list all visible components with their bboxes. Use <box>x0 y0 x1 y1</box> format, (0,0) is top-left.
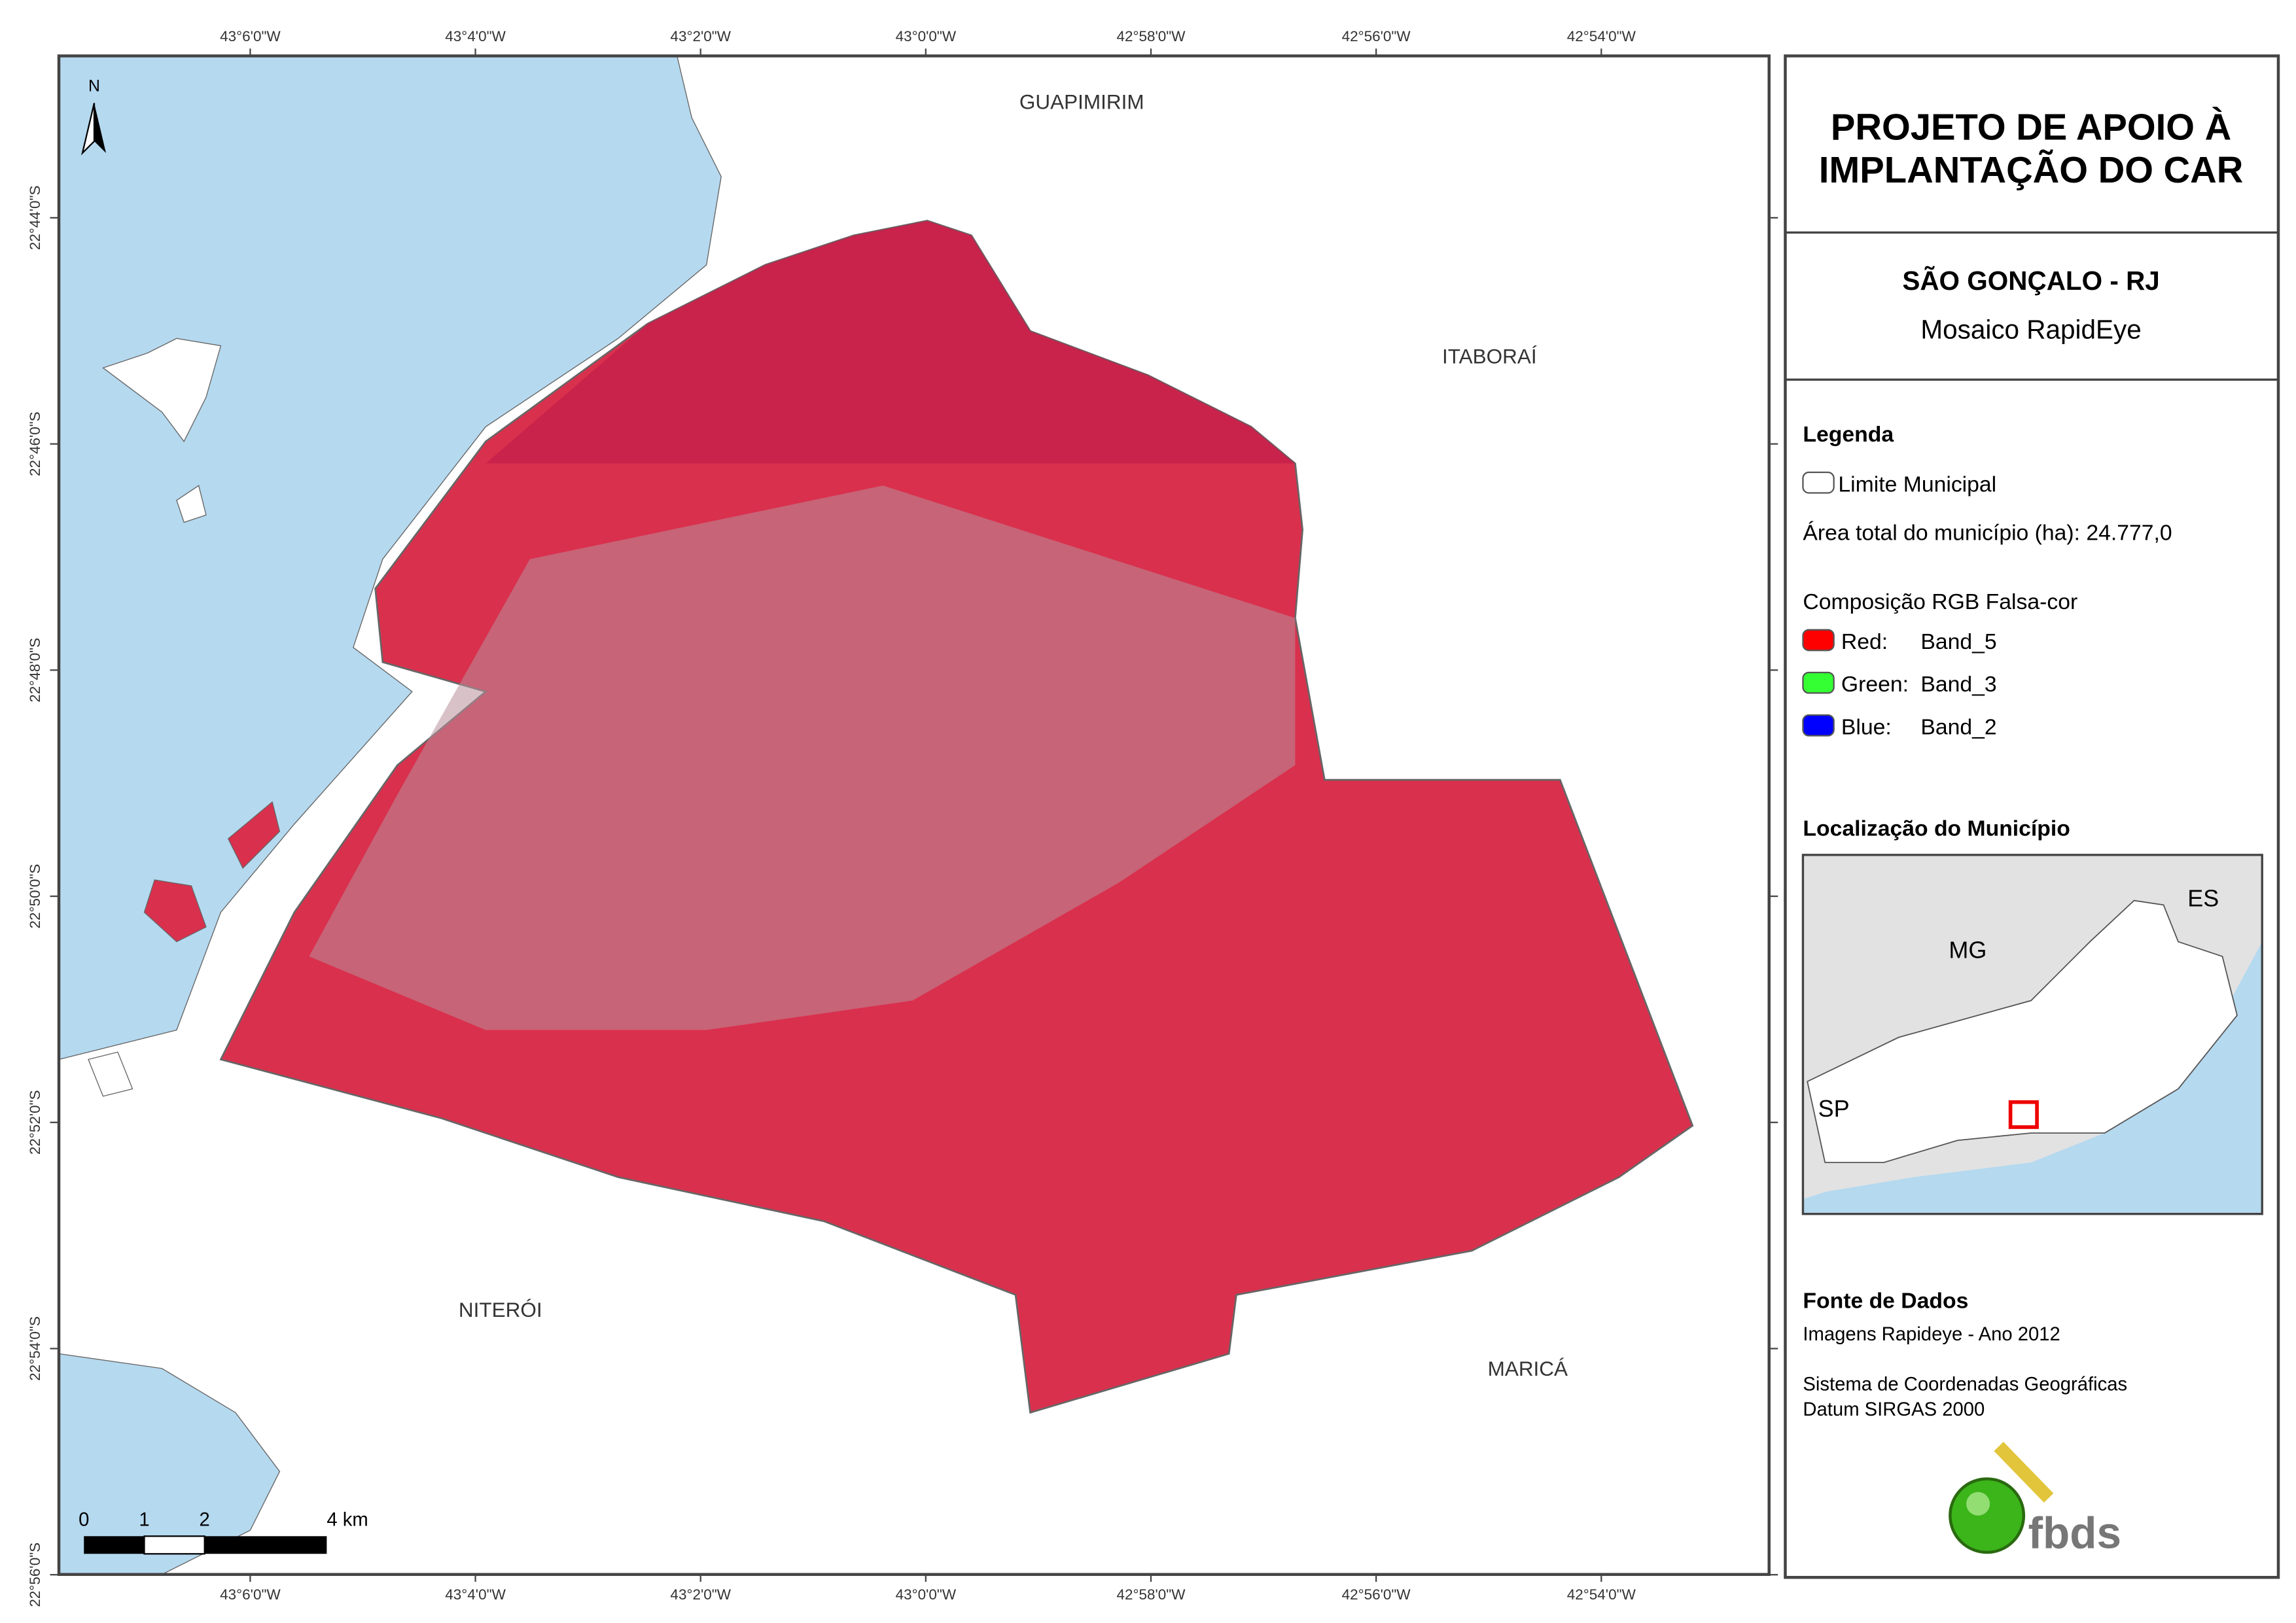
lat-tick-label: 22°44'0"S <box>27 186 43 251</box>
lon-tick-label: 43°0'0"W <box>896 28 957 44</box>
legend-title: Legenda <box>1803 422 1894 447</box>
lon-tick-label: 43°6'0"W <box>220 1586 281 1603</box>
lat-tick-label: 22°52'0"S <box>27 1090 43 1155</box>
title: PROJETO DE APOIO À <box>1831 107 2231 148</box>
logo-circle <box>1949 1477 2026 1554</box>
legend-item: Green: <box>1841 672 1909 697</box>
frame-border <box>57 54 1771 1577</box>
scale-label: 0 <box>79 1510 89 1531</box>
north-arrow: N <box>80 77 106 156</box>
lat-tick-label: 22°54'0"S <box>27 1316 43 1381</box>
subtitle: Mosaico RapidEye <box>1920 314 2141 344</box>
place-label: GUAPIMIRIM <box>1019 90 1144 113</box>
state-label: SP <box>1818 1095 1850 1122</box>
scale-label: 1 <box>139 1510 149 1531</box>
subtitle: SÃO GONÇALO - RJ <box>1902 266 2159 296</box>
state-label: MG <box>1949 936 1987 963</box>
place-label: MARICÁ <box>1488 1357 1568 1380</box>
scale-bar <box>84 1535 327 1555</box>
lon-tick-label: 43°4'0"W <box>445 1586 506 1603</box>
state-rj <box>1807 899 2238 1163</box>
logo-bar <box>1994 1442 2054 1503</box>
scale-segment <box>84 1536 145 1554</box>
panel-border <box>1784 54 2280 1579</box>
logo-highlight <box>1966 1492 1990 1516</box>
scale-segment <box>143 1535 205 1555</box>
source-line: Datum SIRGAS 2000 <box>1803 1399 1985 1420</box>
location-title: Localização do Município <box>1803 816 2070 841</box>
legend-item: Composição RGB Falsa-cor <box>1803 589 2077 614</box>
scale-label: 2 <box>200 1510 210 1531</box>
location-inset: MG ES SP <box>1801 854 2263 1215</box>
place-label: NITERÓI <box>459 1298 542 1321</box>
logo-text: fbds <box>2028 1509 2121 1558</box>
water <box>58 55 722 1060</box>
scale-label: 4 km <box>327 1510 368 1531</box>
legend-item: Band_5 <box>1920 629 1996 654</box>
source-line: Sistema de Coordenadas Geográficas <box>1803 1374 2127 1395</box>
legend-swatch <box>1802 671 1835 694</box>
scale-segment <box>204 1536 327 1554</box>
title: IMPLANTAÇÃO DO CAR <box>1819 149 2244 190</box>
lon-tick-label: 42°58'0"W <box>1116 1586 1186 1603</box>
north-label: N <box>88 77 100 95</box>
ocean <box>1803 941 2263 1214</box>
legend-item: Área total do município (ha): 24.777,0 <box>1803 521 2172 546</box>
lon-tick-label: 42°58'0"W <box>1116 28 1186 44</box>
legend-swatch <box>1802 629 1835 652</box>
north-arrow-right <box>94 103 106 153</box>
legend-item: Blue: <box>1841 714 1892 739</box>
urban-area <box>309 485 1296 1030</box>
lon-tick-label: 43°2'0"W <box>670 1586 731 1603</box>
lat-tick-label: 22°56'0"S <box>27 1543 43 1607</box>
inset-border <box>1801 854 2263 1215</box>
legend-item: Red: <box>1841 629 1888 654</box>
lat-tick-label: 22°48'0"S <box>27 638 43 703</box>
lon-tick-label: 43°2'0"W <box>670 28 731 44</box>
lon-tick-label: 42°56'0"W <box>1342 28 1411 44</box>
lon-tick-label: 42°54'0"W <box>1567 28 1636 44</box>
lon-tick-label: 42°54'0"W <box>1567 1586 1636 1603</box>
side-panel: PROJETO DE APOIO À IMPLANTAÇÃO DO CAR SÃ… <box>1784 54 2280 1579</box>
location-marker <box>2008 1100 2039 1129</box>
source-line: Imagens Rapideye - Ano 2012 <box>1803 1324 2060 1345</box>
legend-swatch <box>1802 471 1835 494</box>
legend-item: Band_2 <box>1920 714 1996 739</box>
lon-tick-label: 43°0'0"W <box>896 1586 957 1603</box>
lon-tick-label: 42°56'0"W <box>1342 1586 1411 1603</box>
place-label: ITABORAÍ <box>1442 345 1537 368</box>
map-frame <box>57 54 1771 1577</box>
north-arrow-left <box>80 103 96 156</box>
legend-swatch <box>1802 714 1835 737</box>
imagery-tile <box>486 220 1296 464</box>
lon-tick-label: 43°6'0"W <box>220 28 281 44</box>
legend-item: Limite Municipal <box>1838 472 1996 497</box>
source-title: Fonte de Dados <box>1803 1289 1968 1314</box>
logo: fbds <box>1949 1442 2121 1558</box>
lat-tick-label: 22°50'0"S <box>27 864 43 929</box>
island <box>143 801 281 943</box>
state-label: ES <box>2187 885 2219 912</box>
lat-tick-label: 22°46'0"S <box>27 411 43 476</box>
island <box>88 338 222 1097</box>
lon-tick-label: 43°4'0"W <box>445 28 506 44</box>
legend-item: Band_3 <box>1920 672 1996 697</box>
